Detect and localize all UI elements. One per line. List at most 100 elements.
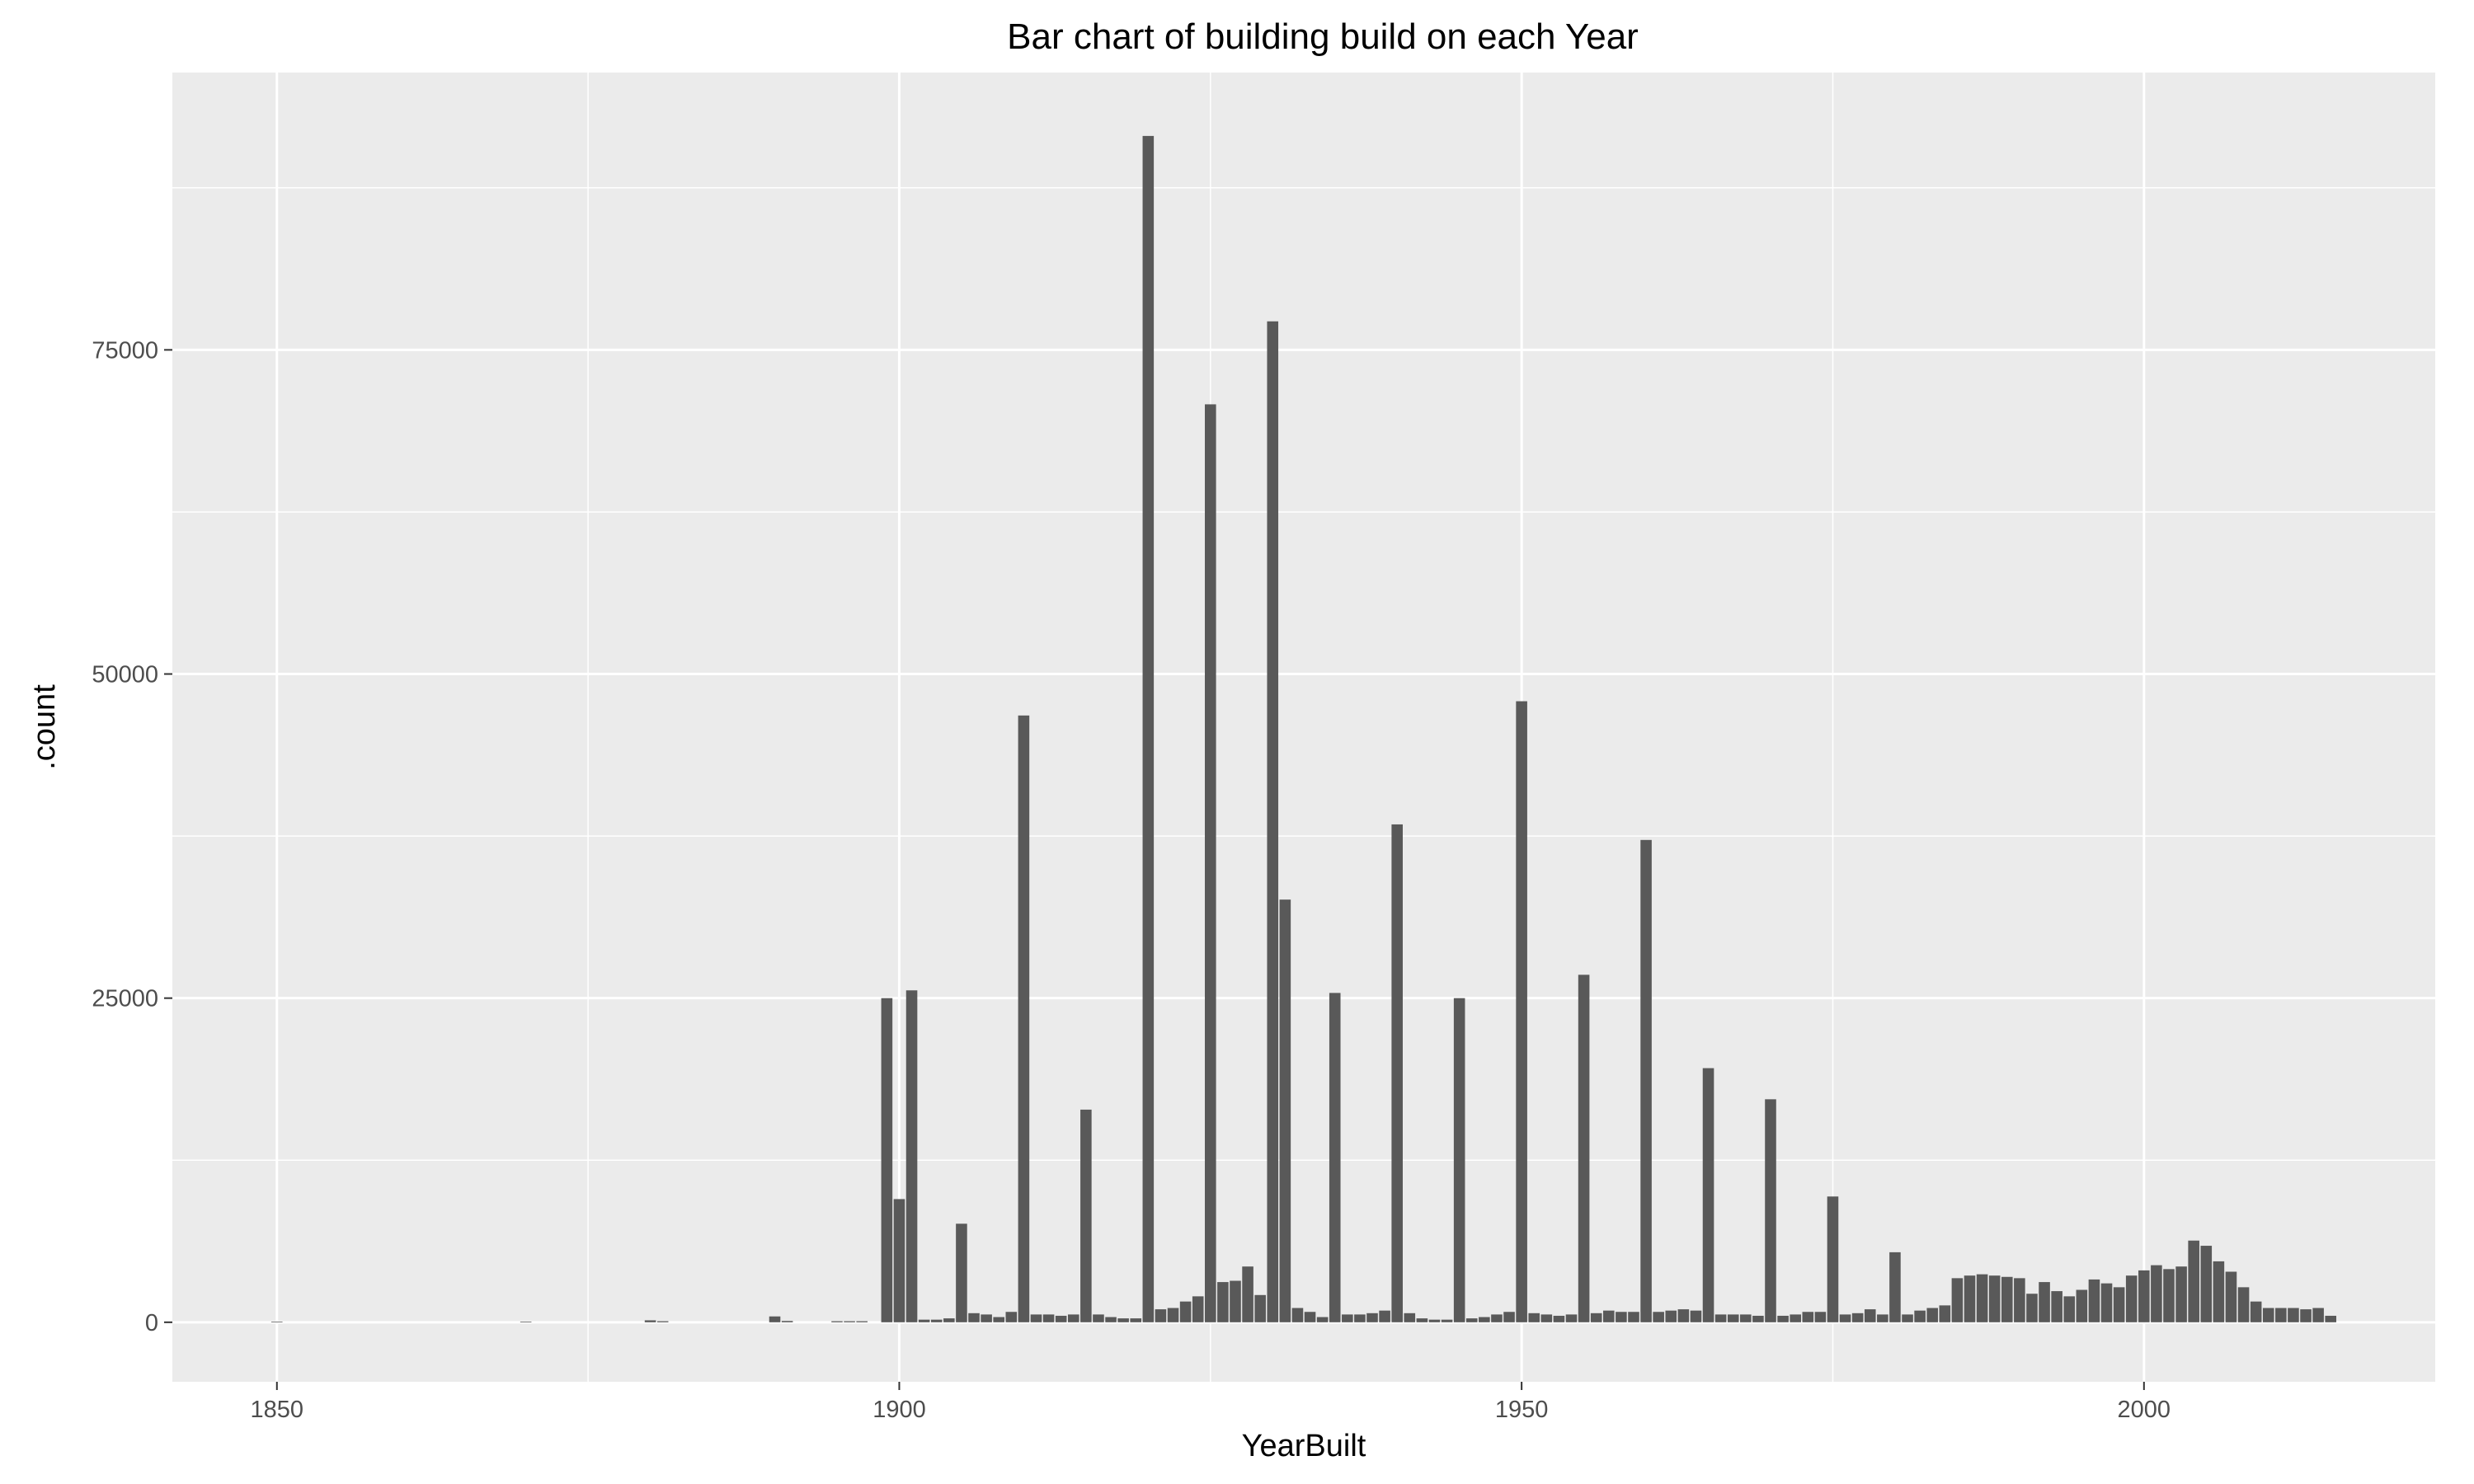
bar <box>1291 1308 1304 1322</box>
bar <box>2200 1246 2213 1322</box>
bar <box>2125 1275 2138 1322</box>
bar <box>1217 1282 1229 1322</box>
bars <box>270 135 2336 1322</box>
bar <box>1254 1294 1266 1322</box>
bar <box>2262 1308 2274 1322</box>
bar <box>2237 1287 2250 1322</box>
bar <box>1988 1275 2001 1322</box>
bar <box>1653 1312 1664 1322</box>
grid-minor-lines <box>172 73 2435 1382</box>
bar <box>893 1199 905 1322</box>
bar <box>2225 1271 2237 1322</box>
bar <box>1080 1109 1092 1322</box>
bar <box>918 1319 930 1322</box>
bar <box>1366 1313 1378 1322</box>
bar <box>2026 1294 2038 1322</box>
bar <box>1814 1312 1827 1322</box>
bar <box>1777 1315 1789 1322</box>
bar <box>1603 1310 1615 1322</box>
bar <box>1690 1310 1702 1322</box>
bar <box>2001 1276 2013 1322</box>
bar <box>1889 1252 1901 1322</box>
x-tick-label: 1850 <box>251 1397 304 1423</box>
bar <box>1005 1312 1018 1322</box>
bar <box>2250 1301 2262 1322</box>
bar <box>1628 1312 1639 1322</box>
bar <box>1802 1312 1814 1322</box>
bar <box>1242 1266 1253 1322</box>
bar <box>1117 1318 1129 1322</box>
bar <box>2076 1289 2088 1322</box>
bar <box>1553 1315 1565 1322</box>
bar <box>881 998 893 1322</box>
bar <box>1018 715 1030 1322</box>
bar <box>1167 1308 1179 1322</box>
bar <box>1578 974 1590 1322</box>
bar <box>1093 1314 1104 1322</box>
x-tick-label: 1950 <box>1495 1397 1549 1423</box>
bar <box>1391 824 1403 1322</box>
bar <box>1951 1278 1964 1322</box>
x-tick-label: 2000 <box>2118 1397 2171 1423</box>
bar <box>1342 1314 1353 1322</box>
bar <box>2100 1283 2113 1322</box>
bar <box>1479 1317 1490 1322</box>
bar <box>956 1223 967 1322</box>
bar <box>1404 1313 1416 1322</box>
bar <box>2051 1291 2062 1322</box>
bar <box>1616 1312 1627 1322</box>
bar <box>1714 1314 1727 1322</box>
bar <box>1042 1314 1055 1322</box>
bar <box>1926 1308 1939 1322</box>
bar <box>1914 1310 1926 1322</box>
bar <box>1540 1314 1553 1322</box>
bar <box>1516 701 1527 1322</box>
bar <box>1267 321 1279 1322</box>
bar <box>1316 1317 1329 1322</box>
bar <box>2014 1278 2025 1322</box>
bar <box>2312 1308 2324 1322</box>
bar <box>1453 998 1465 1322</box>
y-axis: 0 25000 50000 75000 <box>92 337 172 1336</box>
bar <box>968 1313 980 1322</box>
bar <box>1665 1310 1677 1322</box>
bar <box>1590 1313 1602 1322</box>
bar <box>1329 993 1341 1322</box>
bar <box>1851 1313 1864 1322</box>
chart-title: Bar chart of building build on each Year <box>1007 16 1639 57</box>
bar <box>1304 1312 1316 1322</box>
bar <box>1839 1314 1851 1322</box>
bar <box>1864 1309 1876 1322</box>
bar <box>1055 1315 1067 1322</box>
bar <box>1105 1317 1117 1322</box>
bar <box>2288 1308 2299 1322</box>
bar <box>1503 1312 1515 1322</box>
bar <box>2275 1308 2287 1322</box>
x-axis-title: YearBuilt <box>1242 1429 1366 1463</box>
bar <box>1939 1305 1951 1322</box>
bar <box>1130 1318 1142 1322</box>
bar <box>1491 1314 1503 1322</box>
bar <box>1416 1318 1428 1322</box>
bar <box>781 1321 793 1322</box>
bar <box>2175 1266 2187 1322</box>
bar <box>981 1314 992 1322</box>
bar <box>644 1320 656 1322</box>
y-tick-label: 0 <box>145 1310 158 1336</box>
y-tick-label: 75000 <box>92 337 158 364</box>
bar <box>2088 1279 2100 1322</box>
bar <box>1192 1296 1204 1322</box>
y-tick-label: 50000 <box>92 662 158 688</box>
bar <box>930 1319 943 1322</box>
bar <box>1765 1099 1776 1322</box>
bar <box>1279 899 1291 1322</box>
bar <box>1976 1274 1988 1322</box>
bar <box>2113 1287 2125 1322</box>
bar <box>1155 1309 1167 1322</box>
bar <box>1030 1314 1042 1322</box>
bar <box>2213 1261 2225 1322</box>
bar <box>769 1316 781 1322</box>
plot-panel <box>172 73 2435 1382</box>
bar <box>1640 839 1652 1322</box>
